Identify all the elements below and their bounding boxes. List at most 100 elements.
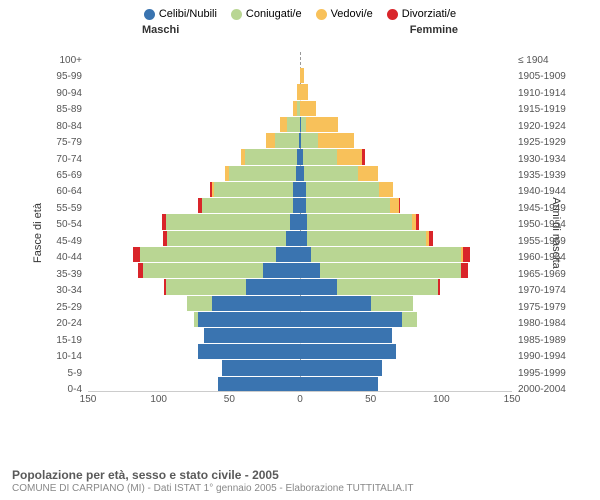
- x-tick: 50: [365, 394, 376, 405]
- seg-con: [143, 263, 263, 278]
- female-bar: [300, 214, 512, 229]
- legend-item: Vedovi/e: [316, 8, 373, 20]
- legend-swatch: [387, 9, 398, 20]
- age-label: 0-4: [26, 381, 86, 397]
- bar-row: [88, 312, 512, 327]
- seg-cel: [300, 263, 320, 278]
- birth-label: 1995-1999: [514, 365, 574, 381]
- seg-con: [229, 166, 295, 181]
- male-bar: [88, 214, 300, 229]
- age-label: 70-74: [26, 151, 86, 167]
- male-bar: [88, 133, 300, 148]
- birth-label: 1985-1989: [514, 332, 574, 348]
- legend-swatch: [231, 9, 242, 20]
- male-bar: [88, 312, 300, 327]
- birth-label: 1960-1964: [514, 250, 574, 266]
- male-bar: [88, 101, 300, 116]
- male-bar: [88, 149, 300, 164]
- age-label: 75-79: [26, 134, 86, 150]
- seg-con: [140, 247, 276, 262]
- age-label: 45-49: [26, 233, 86, 249]
- seg-cel: [290, 214, 300, 229]
- birth-label: 1955-1959: [514, 233, 574, 249]
- seg-cel: [276, 247, 300, 262]
- seg-cel: [300, 214, 307, 229]
- legend-item: Divorziati/e: [387, 8, 456, 20]
- female-bar: [300, 377, 512, 392]
- female-bar: [300, 247, 512, 262]
- birth-label: 1915-1919: [514, 101, 574, 117]
- population-pyramid-chart: Celibi/NubiliConiugati/eVedovi/eDivorzia…: [0, 0, 600, 500]
- female-bar: [300, 84, 512, 99]
- male-bar: [88, 198, 300, 213]
- bar-row: [88, 296, 512, 311]
- bar-row: [88, 149, 512, 164]
- bar-row: [88, 166, 512, 181]
- chart-title: Popolazione per età, sesso e stato civil…: [12, 468, 588, 482]
- age-label: 20-24: [26, 316, 86, 332]
- seg-con: [306, 182, 379, 197]
- seg-con: [337, 279, 439, 294]
- seg-ved: [300, 101, 316, 116]
- age-label: 40-44: [26, 250, 86, 266]
- bar-row: [88, 84, 512, 99]
- gender-labels: Maschi Femmine: [12, 24, 588, 38]
- chart-subtitle: COMUNE DI CARPIANO (MI) - Dati ISTAT 1° …: [12, 483, 588, 494]
- seg-cel: [300, 328, 392, 343]
- seg-con: [166, 214, 290, 229]
- gender-left-label: Maschi: [142, 24, 179, 36]
- seg-cel: [246, 279, 300, 294]
- x-tick: 150: [504, 394, 521, 405]
- seg-cel: [300, 377, 378, 392]
- bar-row: [88, 133, 512, 148]
- female-bar: [300, 279, 512, 294]
- seg-div: [463, 247, 470, 262]
- birth-label: 2000-2004: [514, 381, 574, 397]
- bar-row: [88, 68, 512, 83]
- age-label: 60-64: [26, 184, 86, 200]
- seg-cel: [286, 231, 300, 246]
- age-label: 100+: [26, 52, 86, 68]
- x-axis-line: [88, 391, 512, 392]
- bar-row: [88, 231, 512, 246]
- seg-con: [202, 198, 292, 213]
- male-bar: [88, 231, 300, 246]
- age-label: 90-94: [26, 85, 86, 101]
- bar-row: [88, 182, 512, 197]
- female-bar: [300, 263, 512, 278]
- female-bar: [300, 182, 512, 197]
- legend-item: Celibi/Nubili: [144, 8, 217, 20]
- seg-cel: [198, 312, 300, 327]
- seg-cel: [212, 296, 300, 311]
- legend: Celibi/NubiliConiugati/eVedovi/eDivorzia…: [12, 8, 588, 20]
- male-bar: [88, 279, 300, 294]
- gender-right-label: Femmine: [410, 24, 458, 36]
- male-bar: [88, 296, 300, 311]
- seg-con: [301, 133, 318, 148]
- seg-cel: [204, 328, 300, 343]
- legend-label: Vedovi/e: [331, 8, 373, 20]
- seg-cel: [222, 360, 300, 375]
- legend-swatch: [316, 9, 327, 20]
- age-label: 15-19: [26, 332, 86, 348]
- seg-ved: [306, 117, 339, 132]
- seg-ved: [337, 149, 362, 164]
- bar-rows: [88, 52, 512, 392]
- seg-con: [371, 296, 413, 311]
- legend-label: Celibi/Nubili: [159, 8, 217, 20]
- seg-div: [362, 149, 365, 164]
- birth-label: 1950-1954: [514, 217, 574, 233]
- seg-con: [320, 263, 461, 278]
- seg-ved: [266, 133, 274, 148]
- seg-div: [399, 198, 400, 213]
- male-bar: [88, 328, 300, 343]
- seg-cel: [263, 263, 300, 278]
- bar-row: [88, 279, 512, 294]
- female-bar: [300, 101, 512, 116]
- birth-label: 1940-1944: [514, 184, 574, 200]
- birth-label: 1945-1949: [514, 200, 574, 216]
- bar-row: [88, 198, 512, 213]
- x-axis: 15010050050100150: [88, 394, 512, 410]
- male-bar: [88, 247, 300, 262]
- female-bar: [300, 296, 512, 311]
